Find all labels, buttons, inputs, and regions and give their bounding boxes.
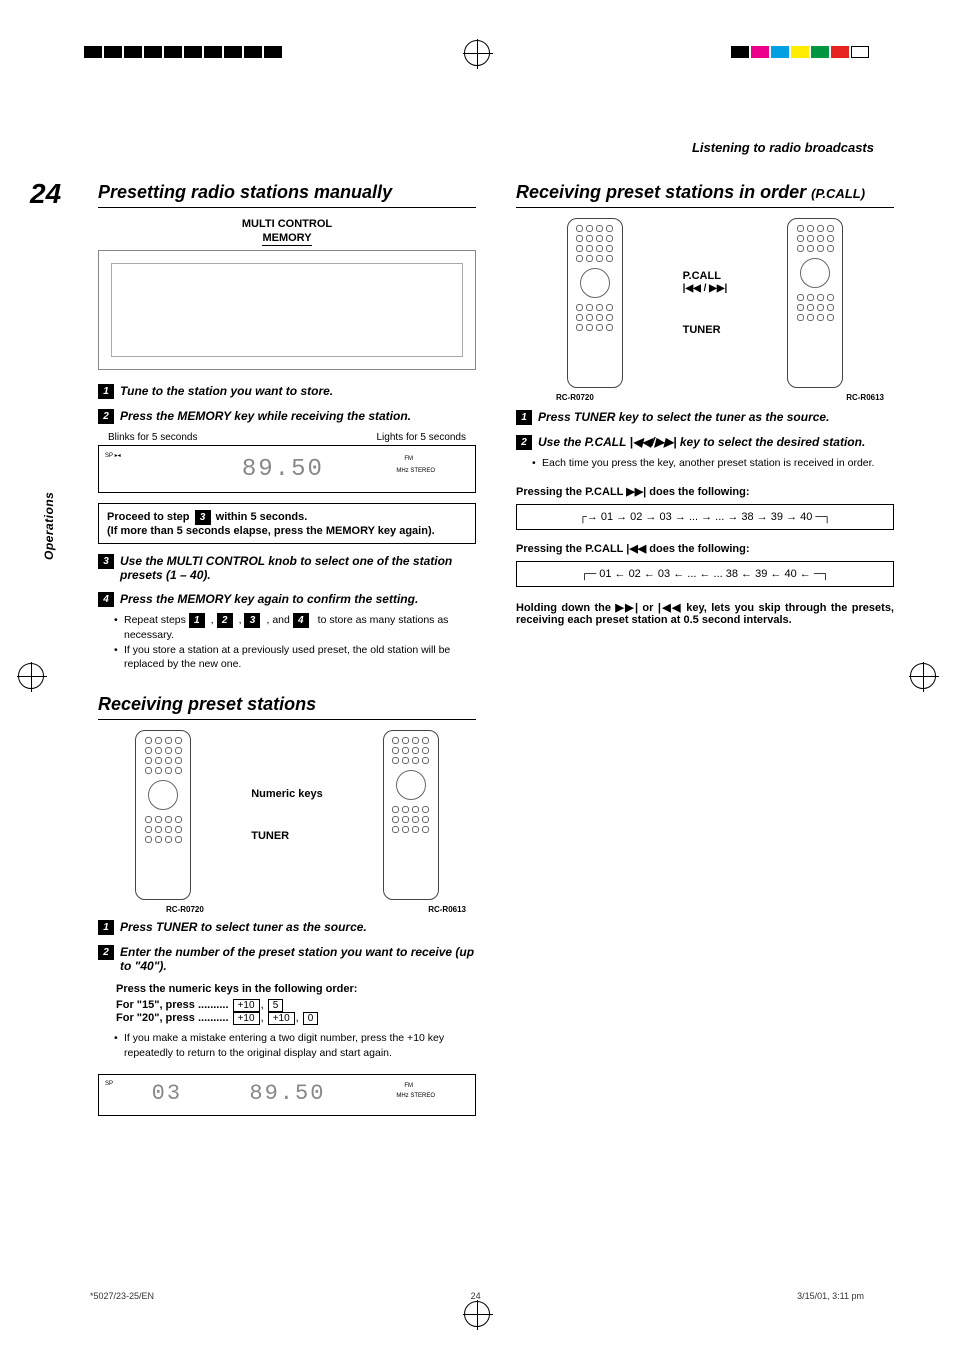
manual-page: Listening to radio broadcasts 24 Operati… (0, 0, 954, 1351)
lcd-display-1: 89.50 FM MHz STEREO SP ▸◂ (98, 445, 476, 493)
hold-note: Holding down the ▶▶| or |◀◀ key, lets yo… (516, 601, 894, 626)
lcd-captions: Blinks for 5 seconds Lights for 5 second… (108, 432, 466, 443)
blinks-caption: Blinks for 5 seconds (108, 432, 198, 443)
timing-note: Proceed to step 3 within 5 seconds. (If … (98, 503, 476, 544)
cmyk-swatches (730, 46, 870, 58)
registration-marks (0, 40, 954, 66)
registration-cross-icon (464, 40, 490, 66)
keycap-0: 0 (303, 1012, 319, 1025)
section-heading-preset-manual: Presetting radio stations manually (98, 182, 476, 208)
remote-a-model: RC-R0720 (166, 905, 204, 914)
recv-step-1: 1Press TUNER to select tuner as the sour… (98, 920, 476, 935)
key-order-heading: Press the numeric keys in the following … (116, 983, 476, 995)
remote-b-model: RC-R0613 (428, 905, 466, 914)
footer-file: *5027/23-25/EN (90, 1291, 154, 1301)
remote-illustration-row-1: Numeric keys TUNER RC-R0720 RC-R0613 (98, 730, 476, 900)
step-3: 3Use the MULTI CONTROL knob to select on… (98, 554, 476, 582)
keycap-5: 5 (268, 999, 284, 1012)
skip-prev-next-icon (683, 282, 728, 294)
registration-cross-left-icon (18, 663, 44, 689)
step-badge-4: 4 (98, 592, 114, 607)
fwd-heading: Pressing the P.CALL ▶▶| does the followi… (516, 485, 894, 498)
rew-sequence: ┌─ 01 ← 02 ← 03 ← ... ← ... 38 ← 39 ← 40… (516, 561, 894, 587)
keycap-plus10-a: +10 (233, 1012, 260, 1025)
numeric-keys-label: Numeric keys (251, 788, 323, 800)
lcd-display-2: 03 89.50 SP FM MHz STEREO (98, 1074, 476, 1116)
remote-callouts: Numeric keys TUNER (251, 730, 323, 900)
remote-rc-r0720 (135, 730, 191, 900)
rew-heading: Pressing the P.CALL |◀◀ does the followi… (516, 542, 894, 555)
pcall-notes: Each time you press the key, another pre… (532, 456, 894, 471)
tuner-label-2: TUNER (683, 324, 728, 336)
tuner-label: TUNER (251, 830, 323, 842)
remote-b-model-2: RC-R0613 (846, 393, 884, 402)
footer-page: 24 (471, 1291, 481, 1301)
section-heading-pcall: Receiving preset stations in order (P.CA… (516, 182, 894, 208)
note-mistake: If you make a mistake entering a two dig… (114, 1031, 476, 1060)
remote-a-model-2: RC-R0720 (556, 393, 594, 402)
receiver-front-panel-illustration (98, 250, 476, 370)
pcall-step-2: 2Use the P.CALL |◀◀/▶▶| key to select th… (516, 435, 894, 450)
lcd2-frequency: 89.50 (249, 1081, 325, 1106)
remote-rc-r0720-b (567, 218, 623, 388)
memory-label: MEMORY (98, 232, 476, 244)
lcd-band: FM (404, 456, 413, 462)
left-column: Presetting radio stations manually MULTI… (98, 182, 476, 1116)
section-heading-receiving-preset: Receiving preset stations (98, 694, 476, 720)
step-4: 4Press the MEMORY key again to confirm t… (98, 592, 476, 607)
lcd-units: MHz STEREO (396, 468, 435, 474)
remote-rc-r0613 (383, 730, 439, 900)
example-15: For "15", press .......... +10, 5 (116, 999, 476, 1012)
pcall-step-1: 1Press TUNER key to select the tuner as … (516, 410, 894, 425)
density-bar (84, 46, 284, 58)
remote-callouts-2: P.CALL TUNER (683, 218, 728, 388)
step-1: 1Tune to the station you want to store. (98, 384, 476, 399)
note-replace: If you store a station at a previously u… (114, 643, 476, 672)
chapter-header: Listening to radio broadcasts (692, 140, 874, 155)
registration-cross-bottom-icon (464, 1301, 490, 1327)
footer-timestamp: 3/15/01, 3:11 pm (797, 1291, 864, 1301)
remote-illustration-row-2: P.CALL TUNER RC-R0720 RC-R0613 (516, 218, 894, 388)
step-badge-3: 3 (98, 554, 114, 569)
registration-cross-right-icon (910, 663, 936, 689)
note-repeat: Repeat steps 1, 2, 3, and 4 to store as … (114, 613, 476, 643)
multi-control-label: MULTI CONTROL (98, 218, 476, 230)
remote-rc-r0613-b (787, 218, 843, 388)
lcd2-preset: 03 (152, 1081, 182, 1106)
recv-step-2: 2Enter the number of the preset station … (98, 945, 476, 973)
recv-notes: If you make a mistake entering a two dig… (114, 1031, 476, 1060)
keycap-plus10-b: +10 (268, 1012, 295, 1025)
keycap-plus10: +10 (233, 999, 260, 1012)
content-area: Presetting radio stations manually MULTI… (98, 182, 894, 1251)
section-tab: Operations (42, 492, 56, 560)
step-2: 2Press the MEMORY key while receiving th… (98, 409, 476, 424)
step-badge-1: 1 (98, 384, 114, 399)
example-20: For "20", press .......... +10, +10, 0 (116, 1012, 476, 1025)
fwd-sequence: ┌→ 01 → 02 → 03 → ... → ... → 38 → 39 → … (516, 504, 894, 530)
pcall-label: P.CALL (683, 270, 728, 294)
step-badge-2: 2 (98, 409, 114, 424)
right-column: Receiving preset stations in order (P.CA… (516, 182, 894, 1116)
page-number: 24 (30, 178, 61, 210)
lcd-frequency: 89.50 (242, 456, 324, 483)
pcall-note-cycle: Each time you press the key, another pre… (532, 456, 894, 471)
lights-caption: Lights for 5 seconds (377, 432, 467, 443)
preset-notes: Repeat steps 1, 2, 3, and 4 to store as … (114, 613, 476, 672)
